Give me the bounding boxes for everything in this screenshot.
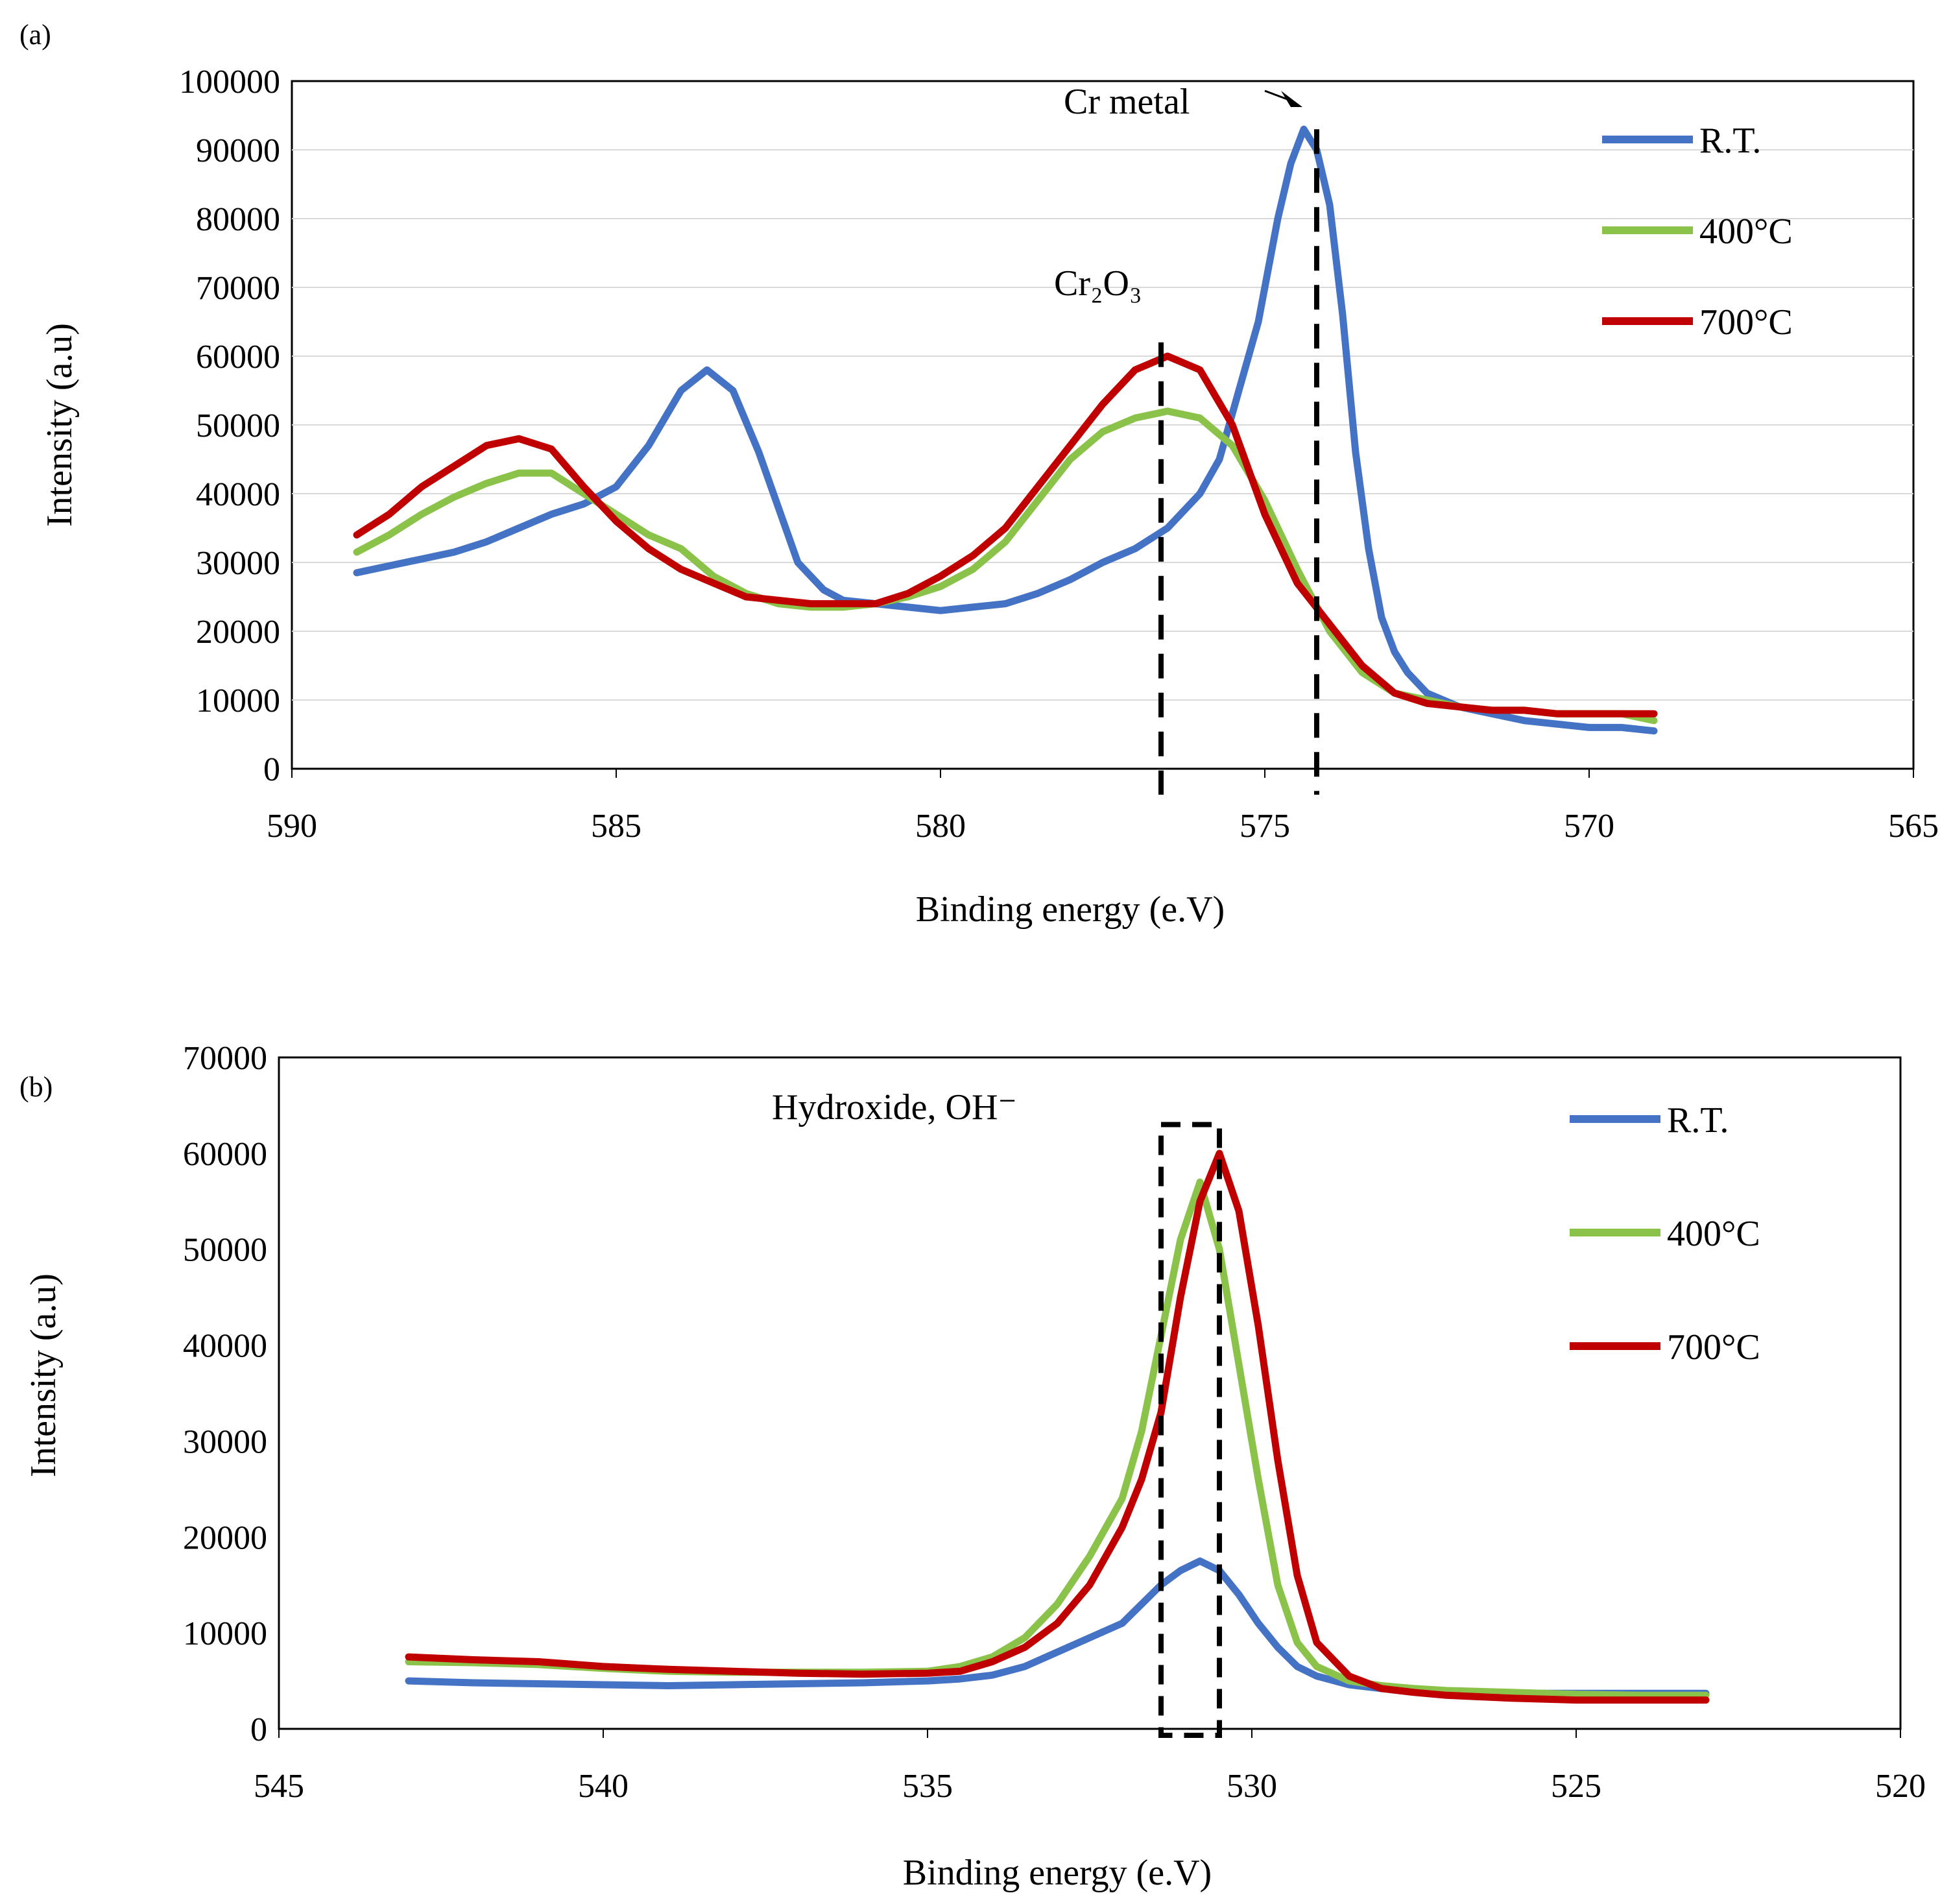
y-tick-label: 40000 xyxy=(196,476,280,513)
y-tick-label: 100000 xyxy=(179,64,280,101)
reference-lines-a xyxy=(1158,129,1319,795)
legend-label: 700°C xyxy=(1699,302,1793,343)
gridlines-a xyxy=(292,149,1913,701)
plot-area-b xyxy=(278,1056,1902,1730)
y-tick-label: 10000 xyxy=(196,682,280,719)
x-tick-label: 535 xyxy=(902,1768,953,1805)
y-ticks-b: 0 10000 20000 30000 40000 50000 60000 70000 xyxy=(183,1040,267,1748)
y-tick-label: 30000 xyxy=(183,1423,267,1460)
panel-label-a: (a) xyxy=(19,19,51,51)
y-tick-label: 60000 xyxy=(183,1136,267,1173)
y-axis-label-b: Intensity (a.u) xyxy=(23,1273,64,1477)
annotation-cr2o3: Cr₂O₃ xyxy=(1054,263,1142,304)
series-line-700c xyxy=(353,352,1658,717)
y-tick-label: 60000 xyxy=(196,339,280,376)
y-tick-label: 40000 xyxy=(183,1328,267,1365)
y-tick-label: 20000 xyxy=(196,614,280,651)
reference-box-b xyxy=(1158,1122,1222,1738)
x-tick-label: 575 xyxy=(1240,808,1290,845)
y-tick-label: 20000 xyxy=(183,1519,267,1556)
legend-b: R.T. 400°C 700°C xyxy=(1570,1100,1760,1368)
x-tick-label: 520 xyxy=(1875,1768,1926,1805)
x-tick-label: 580 xyxy=(915,808,966,845)
x-tick-label: 570 xyxy=(1564,808,1614,845)
y-tick-label: 10000 xyxy=(183,1615,267,1652)
y-tick-label: 0 xyxy=(250,1711,267,1748)
x-tick-label: 590 xyxy=(267,808,317,845)
x-ticks-a: 590 585 580 575 570 565 xyxy=(267,769,1939,845)
y-tick-label: 0 xyxy=(263,751,280,788)
y-tick-label: 50000 xyxy=(196,407,280,444)
legend-label: 400°C xyxy=(1699,211,1793,252)
x-tick-label: 540 xyxy=(578,1768,629,1805)
x-tick-label: 525 xyxy=(1551,1768,1601,1805)
panel-label-b: (b) xyxy=(19,1071,53,1103)
legend-label: R.T. xyxy=(1667,1100,1729,1140)
series-line-rt xyxy=(353,125,1658,735)
annotation-hydroxide: Hydroxide, OH⁻ xyxy=(772,1087,1017,1127)
annotation-cr-metal: Cr metal xyxy=(1064,82,1190,122)
y-ticks-a: 0 10000 20000 30000 40000 50000 60000 70000 8000… xyxy=(179,64,280,788)
series-group-a xyxy=(353,125,1658,735)
reference-box xyxy=(1158,1122,1222,1738)
y-tick-label: 70000 xyxy=(196,270,280,307)
legend-label: 400°C xyxy=(1667,1214,1760,1254)
y-tick-label: 70000 xyxy=(183,1040,267,1077)
x-ticks-b: 545 540 535 530 525 520 xyxy=(254,1729,1926,1805)
y-tick-label: 90000 xyxy=(196,132,280,169)
legend-a: R.T. 400°C 700°C xyxy=(1602,121,1793,343)
y-tick-label: 30000 xyxy=(196,545,280,582)
panel-b: (b) 0 10000 20000 30000 40000 50000 60000 70000… xyxy=(19,1040,1926,1893)
x-tick-label: 565 xyxy=(1888,808,1939,845)
y-tick-label: 50000 xyxy=(183,1232,267,1269)
series-line-700c xyxy=(405,1150,1710,1704)
x-tick-label: 530 xyxy=(1227,1768,1277,1805)
legend-label: R.T. xyxy=(1699,121,1761,161)
x-axis-label-a: Binding energy (e.V) xyxy=(916,889,1225,930)
x-tick-label: 545 xyxy=(254,1768,304,1805)
x-axis-label-b: Binding energy (e.V) xyxy=(903,1853,1212,1893)
annotation-arrow xyxy=(1264,90,1302,107)
y-axis-label-a: Intensity (a.u) xyxy=(40,323,80,527)
y-tick-label: 80000 xyxy=(196,201,280,238)
x-tick-label: 585 xyxy=(591,808,641,845)
legend-label: 700°C xyxy=(1667,1327,1760,1368)
panel-a: (a) 0 10000 20000 30000 40000 50000 60000 70000… xyxy=(19,19,1939,930)
